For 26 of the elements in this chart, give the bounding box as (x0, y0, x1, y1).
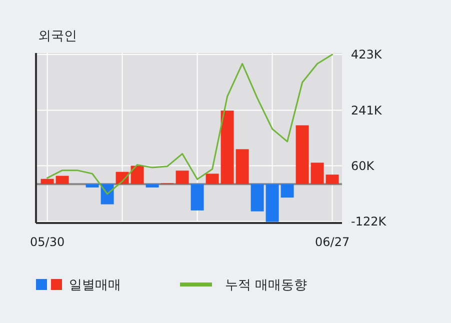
bar (146, 184, 159, 188)
line-series (46, 54, 334, 195)
x-tick-label: 05/30 (30, 235, 65, 249)
bar (86, 184, 99, 188)
x-tick-label: 06/27 (315, 235, 350, 249)
bar (310, 162, 324, 184)
bar (236, 149, 249, 184)
bar (326, 174, 339, 184)
bar (206, 174, 219, 184)
y-tick-label: -122K (351, 214, 388, 229)
bar (266, 184, 279, 222)
y-tick-label: 241K (351, 103, 383, 118)
legend-label: 누적 매매동향 (225, 278, 308, 293)
bar (56, 176, 69, 184)
bar (250, 184, 264, 212)
y-tick-label: 423K (351, 48, 383, 62)
bar (280, 184, 294, 198)
bar (296, 125, 309, 184)
y-tick-label: 60K (351, 158, 376, 173)
chart-title: 외국인 (38, 29, 77, 44)
bar (130, 166, 144, 184)
bar (220, 110, 234, 184)
bar (176, 170, 189, 184)
legend-label: 일별매매 (69, 278, 121, 293)
bar (40, 178, 54, 184)
bar (190, 184, 204, 210)
